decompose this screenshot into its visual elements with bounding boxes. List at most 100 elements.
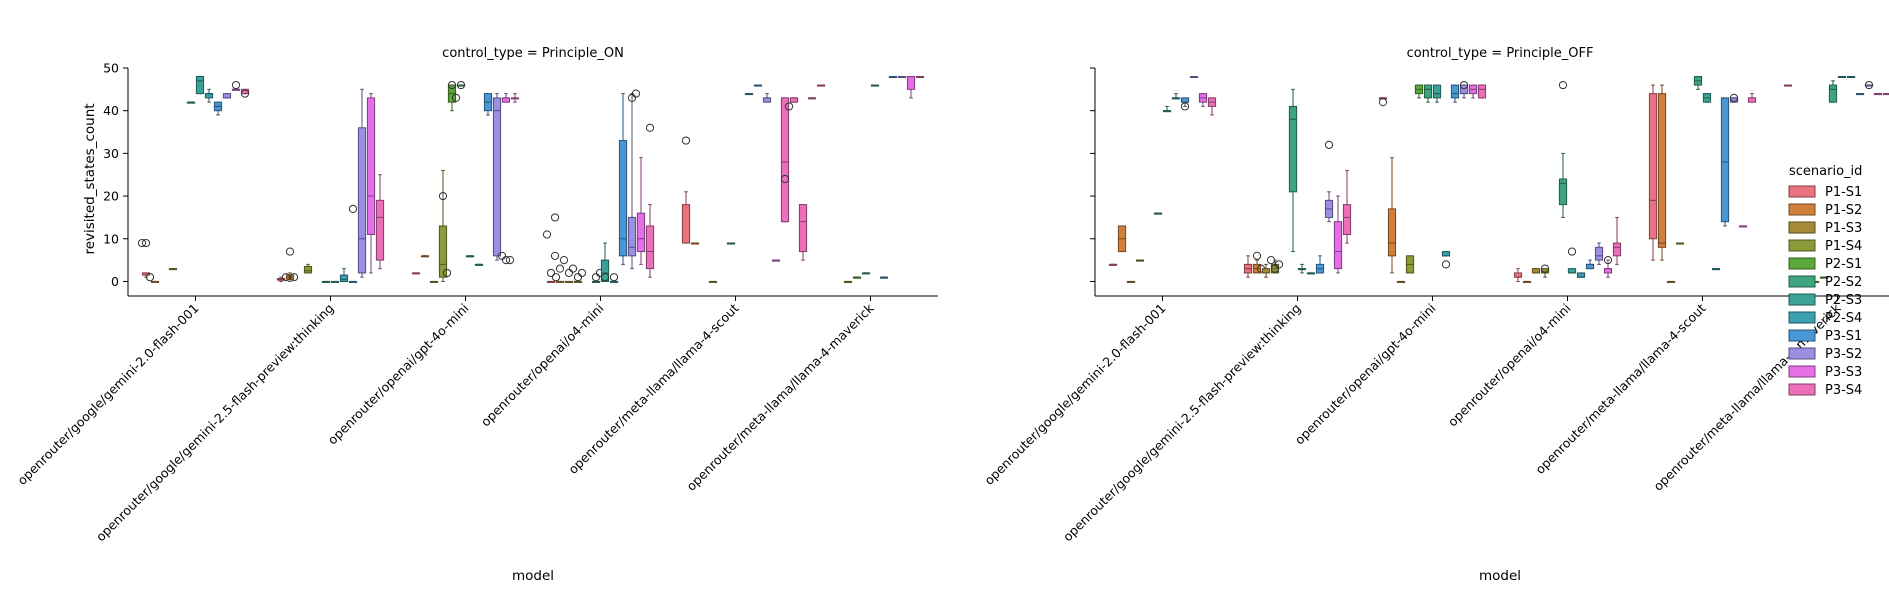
legend-label: P2-S2 bbox=[1825, 275, 1862, 290]
legend-swatch bbox=[1788, 239, 1816, 252]
outlier-point bbox=[348, 204, 358, 213]
x-tick-label: openrouter/openai/gpt-4o-mini bbox=[1292, 301, 1439, 448]
box-P3-S1 bbox=[213, 101, 223, 116]
box-P2-S1 bbox=[447, 80, 461, 112]
box-P3-S2 bbox=[1324, 140, 1334, 223]
box-P1-S3 bbox=[429, 280, 439, 283]
box-P2-S3 bbox=[600, 242, 610, 282]
box-P1-S1 bbox=[1243, 255, 1253, 278]
box-P2-S3 bbox=[1162, 105, 1172, 113]
box-P3-S2 bbox=[1594, 242, 1604, 265]
box-P1-S1 bbox=[411, 272, 421, 275]
box-P2-S3 bbox=[330, 280, 340, 283]
x-tick-label: openrouter/openai/o4-mini bbox=[478, 301, 607, 430]
legend-label: P3-S3 bbox=[1825, 365, 1862, 380]
box-P3-S4 bbox=[915, 76, 925, 79]
box-body bbox=[222, 93, 232, 99]
box-P3-S1 bbox=[348, 204, 358, 283]
outlier-point bbox=[577, 268, 587, 278]
box-P2-S4 bbox=[879, 276, 889, 279]
outlier-point bbox=[564, 268, 574, 278]
box-P3-S2 bbox=[1729, 93, 1739, 103]
box-body bbox=[204, 93, 214, 99]
outlier-point bbox=[231, 80, 241, 90]
box-P2-S2 bbox=[861, 272, 871, 275]
outlier-point bbox=[568, 264, 578, 273]
outlier-point bbox=[285, 247, 295, 256]
box-body bbox=[1261, 268, 1271, 274]
box-body bbox=[906, 76, 916, 90]
box-P3-S3 bbox=[1738, 225, 1748, 228]
legend-label: P1-S4 bbox=[1825, 239, 1862, 254]
outlier-point bbox=[609, 273, 619, 282]
outlier-point bbox=[1558, 80, 1568, 90]
box-P2-S2 bbox=[456, 80, 466, 90]
outlier-point bbox=[1324, 140, 1334, 149]
outlier-point bbox=[1180, 102, 1190, 111]
box-P1-S2 bbox=[420, 255, 430, 258]
box-P3-S1 bbox=[618, 93, 628, 265]
legend-swatch bbox=[1788, 365, 1816, 378]
outlier-point bbox=[1274, 260, 1284, 269]
box-P1-S4 bbox=[303, 263, 313, 274]
outlier-point bbox=[1603, 256, 1613, 265]
box-P2-S4 bbox=[474, 263, 484, 266]
legend-label: P1-S3 bbox=[1825, 221, 1862, 236]
box-P1-S3 bbox=[564, 264, 578, 283]
box-P3-S1 bbox=[1720, 97, 1730, 227]
box-P2-S3 bbox=[465, 255, 475, 258]
box-body bbox=[1450, 84, 1460, 99]
outlier-point bbox=[550, 213, 560, 222]
panel-title: control_type = Principle_OFF bbox=[1407, 46, 1594, 61]
box-P3-S2 bbox=[1864, 80, 1874, 90]
box-P2-S4 bbox=[744, 93, 754, 96]
outlier-point bbox=[573, 273, 583, 282]
box-P3-S2 bbox=[762, 93, 772, 103]
box-body bbox=[1612, 242, 1622, 257]
box-P3-S1 bbox=[1180, 97, 1190, 111]
box-P1-S3 bbox=[1126, 280, 1136, 283]
box-body bbox=[1387, 208, 1397, 257]
box-body bbox=[1594, 246, 1604, 261]
box-P1-S1 bbox=[1513, 268, 1523, 282]
box-P2-S4 bbox=[204, 88, 214, 103]
box-body bbox=[1288, 105, 1298, 193]
legend-swatch bbox=[1788, 347, 1816, 360]
box-P2-S2 bbox=[186, 101, 196, 104]
box-body bbox=[1747, 97, 1757, 103]
box-P2-S3 bbox=[1567, 247, 1577, 274]
box-body bbox=[1513, 272, 1523, 278]
box-body bbox=[1531, 268, 1541, 274]
box-body bbox=[1432, 84, 1442, 99]
box-P3-S4 bbox=[1747, 93, 1757, 103]
box-P1-S4 bbox=[573, 268, 587, 283]
legend-label: P3-S4 bbox=[1825, 383, 1862, 398]
box-P2-S4 bbox=[609, 273, 619, 283]
legend-label: P1-S2 bbox=[1825, 203, 1862, 218]
box-P1-S2 bbox=[150, 280, 160, 283]
box-P1-S1 bbox=[816, 84, 826, 87]
outlier-point bbox=[137, 238, 147, 248]
box-P3-S3 bbox=[636, 157, 646, 265]
box-P1-S4 bbox=[1266, 256, 1284, 274]
y-tick-label: 20 bbox=[103, 189, 119, 204]
panel-1: control_type = Principle_ON 0 10 20 30 40 50 re… bbox=[14, 46, 938, 584]
box-P1-S2 bbox=[690, 242, 700, 245]
box-extra bbox=[807, 97, 817, 100]
box-body bbox=[627, 216, 637, 257]
box-P1-S1 bbox=[276, 276, 286, 282]
outlier-point bbox=[591, 273, 601, 282]
panel-2: control_type = Principle_OFF openrouter/g… bbox=[981, 46, 1889, 584]
box-P3-S3 bbox=[771, 259, 781, 262]
legend-swatch bbox=[1788, 383, 1816, 396]
box-P3-S3 bbox=[366, 93, 376, 274]
box-P2-S4 bbox=[1576, 272, 1586, 278]
box-P3-S4 bbox=[1342, 169, 1352, 244]
box-P1-S4 bbox=[438, 169, 452, 282]
box-body bbox=[1423, 84, 1433, 99]
box-body bbox=[780, 97, 790, 223]
y-axis-label: revisited_states_count bbox=[82, 103, 98, 254]
box-P3-S4 bbox=[1882, 93, 1889, 96]
box-P3-S2 bbox=[627, 89, 641, 270]
box-body bbox=[438, 225, 448, 278]
